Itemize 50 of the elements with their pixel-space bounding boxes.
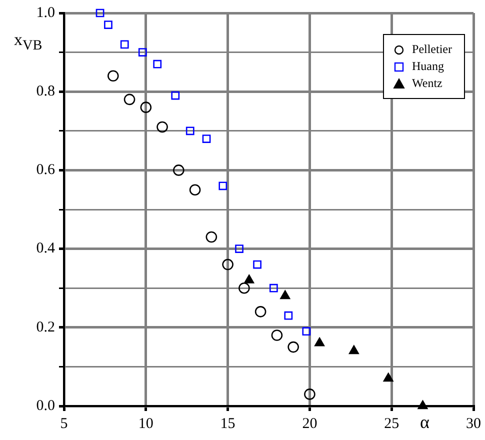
point	[418, 400, 428, 410]
point	[235, 244, 244, 253]
point	[302, 327, 311, 336]
point	[173, 164, 184, 176]
y-tick-label: 0.2	[36, 319, 55, 336]
point	[304, 388, 316, 400]
point	[348, 345, 359, 354]
x-tick-label: 10	[138, 416, 154, 432]
x-tick-label: 20	[302, 416, 318, 432]
point	[284, 311, 293, 320]
x-tick-label: 5	[60, 416, 68, 432]
x-tick-label: 15	[220, 416, 236, 432]
point	[107, 70, 119, 82]
point	[383, 372, 394, 382]
x-axis-title: α	[420, 412, 430, 433]
point	[222, 258, 234, 270]
point	[254, 306, 266, 318]
point	[206, 231, 218, 243]
point	[120, 40, 129, 49]
x-tick-label: 30	[466, 416, 481, 432]
legend-label: Wentz	[412, 75, 442, 92]
y-tick-label: 0.6	[36, 162, 56, 178]
y-tick-label: 0.0	[36, 398, 55, 414]
legend-label: Huang	[412, 58, 444, 75]
point	[156, 121, 168, 133]
point	[140, 102, 152, 113]
y-tick-label: 0.8	[36, 84, 55, 100]
y-tick-label: 1.0	[36, 4, 55, 21]
point	[218, 182, 228, 190]
point	[104, 20, 112, 29]
point	[171, 91, 180, 100]
point	[138, 48, 147, 56]
point	[280, 290, 290, 300]
point	[153, 60, 162, 68]
point	[124, 94, 136, 106]
point	[244, 274, 254, 284]
point	[202, 134, 211, 143]
point	[288, 341, 299, 353]
point	[189, 184, 201, 196]
point	[271, 330, 283, 341]
x-tick-label: 25	[384, 416, 400, 432]
point	[314, 337, 325, 346]
point	[253, 260, 262, 269]
y-tick-label: 0.4	[36, 240, 56, 257]
legend-label: Pelletier	[412, 41, 452, 58]
point	[238, 282, 250, 294]
point	[269, 284, 278, 292]
point	[186, 126, 194, 136]
y-axis-title: x$_{VB}$	[14, 30, 42, 54]
point	[96, 8, 104, 18]
